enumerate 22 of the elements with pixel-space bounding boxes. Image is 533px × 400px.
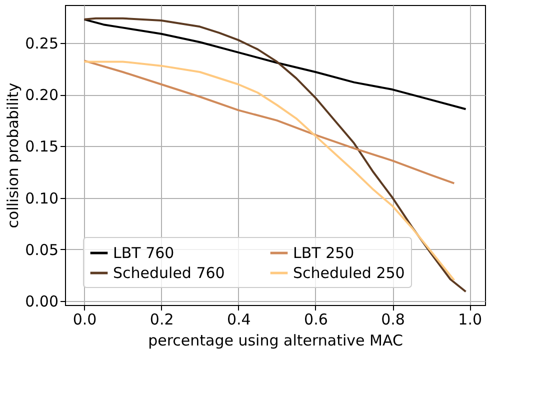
x-axis-title: percentage using alternative MAC: [148, 332, 403, 350]
y-tick-label: 0.10: [25, 189, 58, 208]
y-tick-label: 0.25: [25, 34, 58, 53]
legend-label: LBT 250: [293, 244, 354, 262]
x-tick-label: 0.4: [226, 310, 251, 328]
y-tick-label: 0.05: [25, 240, 58, 259]
x-tick-label: 0.2: [150, 310, 174, 328]
line-series: [83, 18, 467, 110]
line-series: [83, 60, 456, 282]
line-series: [83, 17, 467, 293]
x-tick-label: 0.6: [304, 310, 328, 328]
y-tick-label: 0.20: [25, 86, 58, 104]
y-tick-label: 0.00: [25, 292, 58, 310]
x-tick-label: 0.8: [381, 310, 405, 328]
y-axis-title: collision probability: [4, 82, 22, 228]
legend-label: LBT 760: [113, 244, 174, 262]
x-tick-label: 0.0: [72, 310, 97, 328]
x-tick-label: 1.0: [458, 310, 482, 328]
legend-label: Scheduled 760: [113, 264, 225, 282]
line-series: [83, 60, 456, 184]
legend-label: Scheduled 250: [293, 264, 405, 282]
y-tick-label: 0.15: [25, 138, 58, 156]
